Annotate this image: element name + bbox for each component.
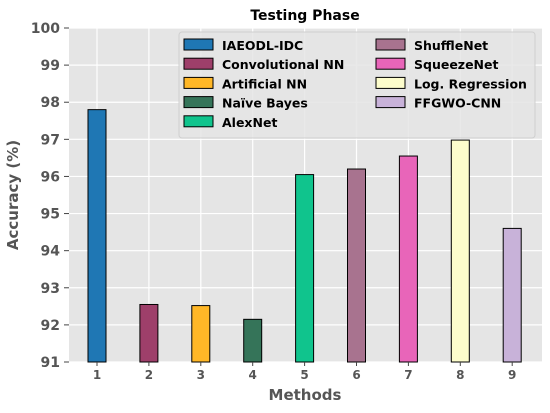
legend-swatch (375, 38, 406, 51)
legend: IAEODL-IDC Convolutional NN Artificial NN N… (178, 31, 536, 139)
legend-label: SqueezeNet (414, 57, 498, 72)
legend-label: AlexNet (222, 115, 277, 130)
legend-label: FFGWO-CNN (414, 96, 501, 111)
legend-label: Convolutional NN (222, 57, 344, 72)
legend-label: ShuffleNet (414, 38, 488, 53)
y-tick-label: 95 (41, 207, 60, 223)
legend-swatch (183, 76, 214, 89)
bar (295, 174, 315, 363)
x-tick-label: 4 (249, 368, 257, 382)
x-axis: 1 2 3 4 5 6 7 8 9 (93, 362, 516, 382)
bar (139, 303, 159, 363)
x-tick-label: 8 (456, 368, 464, 382)
bar (243, 318, 263, 363)
x-tick-label: 5 (300, 368, 308, 382)
legend-swatch (183, 115, 214, 128)
y-axis: 91 92 93 94 95 96 97 98 99 100 (31, 21, 69, 371)
x-tick-label: 9 (508, 368, 516, 382)
legend-swatch (375, 57, 406, 70)
x-tick-label: 6 (352, 368, 360, 382)
bar (87, 109, 107, 363)
y-tick-label: 91 (41, 355, 60, 371)
legend-swatch (183, 96, 214, 109)
legend-swatch (183, 38, 214, 51)
legend-swatch (375, 96, 406, 109)
legend-label: Log. Regression (414, 76, 527, 91)
y-axis-label: Accuracy (%) (4, 140, 22, 250)
legend-label: IAEODL-IDC (222, 38, 303, 53)
y-tick-label: 99 (41, 58, 60, 74)
x-tick-label: 1 (93, 368, 101, 382)
y-tick-label: 97 (41, 132, 60, 148)
x-tick-label: 3 (197, 368, 205, 382)
y-tick-label: 93 (41, 281, 60, 297)
chart-title: Testing Phase (250, 8, 359, 24)
x-axis-label: Methods (269, 386, 342, 404)
bars (87, 109, 522, 363)
y-tick-label: 94 (41, 244, 61, 260)
legend-box (178, 31, 536, 139)
y-tick-label: 96 (41, 169, 60, 185)
y-tick-label: 92 (41, 318, 60, 334)
y-tick-label: 98 (41, 95, 60, 111)
legend-swatch (183, 57, 214, 70)
bar (450, 139, 470, 363)
x-tick-label: 7 (404, 368, 412, 382)
x-tick-label: 2 (145, 368, 153, 382)
bar (398, 155, 418, 363)
y-tick-label: 100 (31, 21, 60, 37)
legend-label: Naïve Bayes (222, 96, 308, 111)
legend-label: Artificial NN (222, 76, 307, 91)
bar (347, 168, 366, 363)
legend-swatch (375, 76, 406, 89)
bar (191, 305, 211, 363)
bar (502, 227, 522, 363)
